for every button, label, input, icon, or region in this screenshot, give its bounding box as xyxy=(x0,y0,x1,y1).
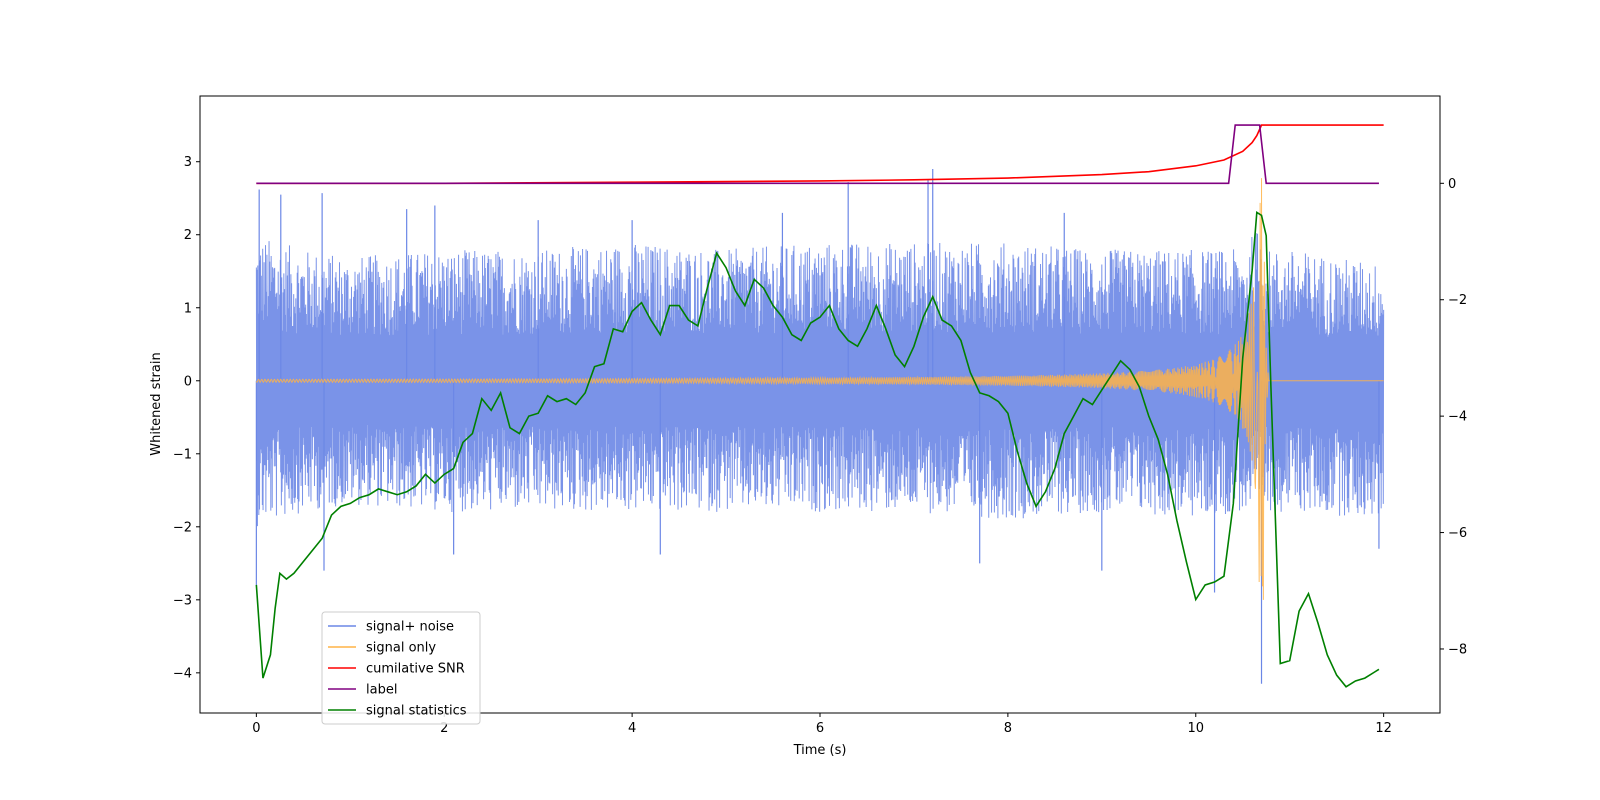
legend: signal+ noise signal only cumilative SNR la… xyxy=(321,611,481,725)
x-tick-label: 6 xyxy=(816,721,824,736)
x-axis-label: Time (s) xyxy=(793,743,847,758)
legend-entry: signal only xyxy=(366,641,436,656)
y-axis-right: −8 −6 −4 −2 0 xyxy=(1440,177,1467,657)
y-right-tick-label: 0 xyxy=(1448,177,1456,192)
y-tick-label: 1 xyxy=(184,301,192,316)
series-signal-noise xyxy=(255,233,1385,527)
y-tick-label: 3 xyxy=(184,155,192,170)
y-tick-label: 2 xyxy=(184,228,192,243)
y-right-tick-label: −4 xyxy=(1448,410,1467,425)
y-axis-label: Whitened strain xyxy=(149,352,164,455)
legend-entry: signal+ noise xyxy=(366,620,454,635)
x-tick-label: 4 xyxy=(628,721,636,736)
y-tick-label: −2 xyxy=(173,520,192,535)
x-tick-label: 8 xyxy=(1004,721,1012,736)
y-tick-label: −1 xyxy=(173,447,192,462)
y-tick-label: 0 xyxy=(184,374,192,389)
y-axis-left: −4 −3 −2 −1 0 1 2 3 xyxy=(173,155,200,681)
x-tick-label: 10 xyxy=(1187,721,1204,736)
legend-entry: cumilative SNR xyxy=(366,662,465,677)
series-signal-only xyxy=(255,178,1384,600)
x-tick-label: 2 xyxy=(440,721,448,736)
x-tick-label: 12 xyxy=(1375,721,1392,736)
y-tick-label: −4 xyxy=(173,666,192,681)
y-tick-label: −3 xyxy=(173,593,192,608)
legend-entry: label xyxy=(366,683,397,698)
legend-box xyxy=(321,611,481,725)
series-label xyxy=(256,124,1379,185)
x-axis: 0 2 4 6 8 10 12 xyxy=(252,713,1392,736)
y-right-tick-label: −6 xyxy=(1448,526,1467,541)
series-cumulative-snr xyxy=(256,124,1384,185)
series-layer xyxy=(255,124,1385,688)
y-right-tick-label: −2 xyxy=(1448,293,1467,308)
legend-entry: signal statistics xyxy=(366,704,467,719)
series-signal-statistics xyxy=(255,211,1380,688)
y-right-tick-label: −8 xyxy=(1448,642,1467,657)
x-tick-label: 0 xyxy=(252,721,260,736)
